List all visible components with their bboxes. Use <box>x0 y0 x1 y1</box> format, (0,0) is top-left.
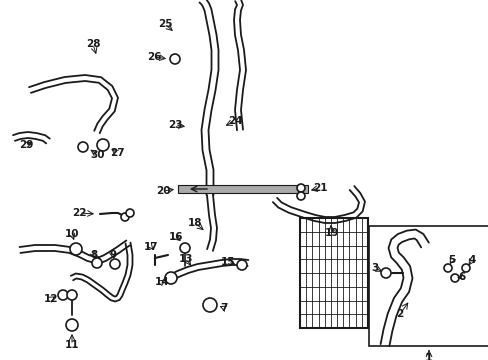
Circle shape <box>380 268 390 278</box>
Text: 19: 19 <box>324 228 339 238</box>
Text: 28: 28 <box>85 39 100 49</box>
Text: 7: 7 <box>220 303 227 313</box>
Text: 1: 1 <box>424 353 432 360</box>
Text: 30: 30 <box>91 150 105 160</box>
Text: 2: 2 <box>396 309 403 319</box>
Text: 27: 27 <box>109 148 124 158</box>
Text: 14: 14 <box>154 277 169 287</box>
Text: 3: 3 <box>370 263 378 273</box>
Text: 4: 4 <box>468 255 475 265</box>
Circle shape <box>70 243 82 255</box>
Text: 12: 12 <box>43 294 58 304</box>
Circle shape <box>67 290 77 300</box>
Bar <box>368 226 488 346</box>
Circle shape <box>443 264 451 272</box>
Circle shape <box>164 272 177 284</box>
Circle shape <box>203 298 217 312</box>
Bar <box>178 185 307 193</box>
Text: 11: 11 <box>64 340 79 350</box>
Circle shape <box>58 290 68 300</box>
Text: 25: 25 <box>158 19 172 29</box>
Text: 22: 22 <box>72 208 86 218</box>
Circle shape <box>92 258 102 268</box>
Circle shape <box>237 260 246 270</box>
Circle shape <box>296 184 305 192</box>
Text: 10: 10 <box>64 229 79 239</box>
Circle shape <box>78 142 88 152</box>
Text: 6: 6 <box>457 272 465 282</box>
Circle shape <box>450 274 458 282</box>
Text: 21: 21 <box>312 183 326 193</box>
Text: 29: 29 <box>19 140 33 150</box>
Text: 8: 8 <box>90 250 98 260</box>
Text: 20: 20 <box>156 186 170 196</box>
Text: 5: 5 <box>447 255 455 265</box>
Circle shape <box>461 264 469 272</box>
Text: 13: 13 <box>179 254 193 264</box>
Text: 9: 9 <box>109 250 116 260</box>
Text: 24: 24 <box>227 116 242 126</box>
Text: 17: 17 <box>143 242 158 252</box>
Text: 15: 15 <box>220 257 235 267</box>
Circle shape <box>97 139 109 151</box>
Bar <box>299 218 367 328</box>
Circle shape <box>296 192 305 200</box>
Circle shape <box>170 54 180 64</box>
Circle shape <box>121 213 129 221</box>
Text: 18: 18 <box>187 218 202 228</box>
Text: 26: 26 <box>146 52 161 62</box>
Circle shape <box>126 209 134 217</box>
Circle shape <box>66 319 78 331</box>
Text: 23: 23 <box>167 120 182 130</box>
Circle shape <box>180 243 190 253</box>
Text: 16: 16 <box>168 232 183 242</box>
Circle shape <box>110 259 120 269</box>
